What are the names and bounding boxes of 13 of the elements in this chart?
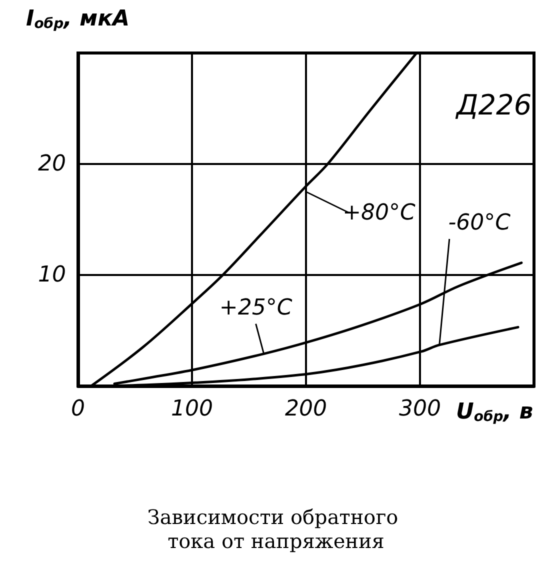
y-tick-label: 20 <box>38 152 66 176</box>
x-tick-label: 300 <box>399 396 441 422</box>
y-tick-label: 10 <box>38 262 66 288</box>
annotation: -60°C <box>448 210 512 236</box>
y-axis-title: Iобр, мкА <box>26 6 130 32</box>
annotation: Д226 <box>454 88 532 122</box>
annotation: +25°C <box>219 295 293 320</box>
x-axis-title: Uобр, в <box>456 400 534 425</box>
annotation: +80°C <box>342 200 416 226</box>
x-tick-label: 100 <box>171 396 213 422</box>
x-tick-label: 0 <box>71 396 85 422</box>
x-tick-label: 200 <box>285 396 327 422</box>
text: Зависимости обратного тока от напряжения <box>147 505 405 553</box>
